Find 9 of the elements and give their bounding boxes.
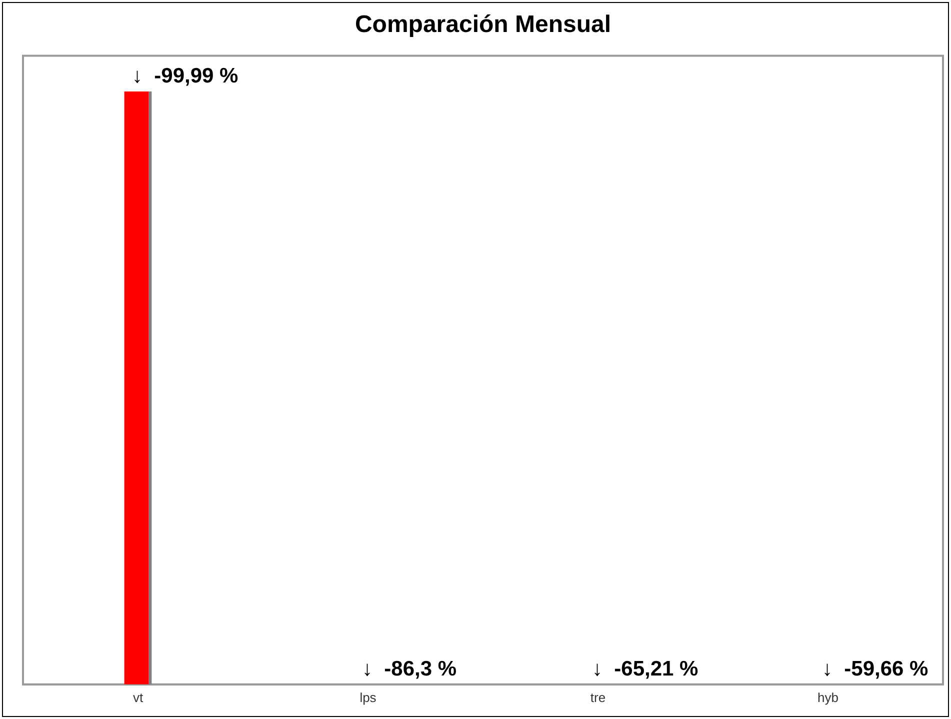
x-tick-label: tre bbox=[590, 690, 606, 705]
x-tick-label: vt bbox=[132, 690, 144, 705]
chart-title: Comparación Mensual bbox=[354, 11, 612, 38]
annotation: ↓ -86,3 % bbox=[362, 658, 457, 681]
annotation: ↓ -59,66 % bbox=[822, 658, 929, 681]
annotation: ↓ -65,21 % bbox=[592, 658, 699, 681]
x-tick-label: lps bbox=[360, 690, 377, 705]
annotation: ↓ -99,99 % bbox=[132, 64, 239, 88]
x-tick-label: hyb bbox=[818, 690, 838, 705]
